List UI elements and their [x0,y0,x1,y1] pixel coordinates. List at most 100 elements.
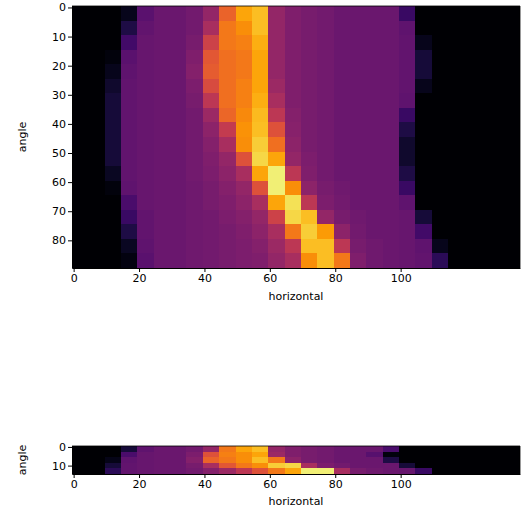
x-tick: 100 [391,474,412,491]
heat-cell [170,152,187,167]
heat-cell [513,210,520,225]
heat-cell [268,224,285,239]
heat-cell [105,50,122,65]
y-tick-mark [68,37,72,38]
heat-cell [366,137,383,152]
heat-cell [497,166,514,181]
heat-cell [383,457,400,463]
heat-cell [448,166,465,181]
x-tick-label: 20 [133,478,147,491]
heat-cell [154,195,171,210]
heat-cell [366,108,383,123]
heat-cell [72,253,89,268]
heat-cell [334,93,351,108]
heat-cell [203,50,220,65]
heat-cell [399,181,416,196]
heat-cell [203,6,220,21]
heat-cell [268,239,285,254]
heat-cell [88,224,105,239]
heat-cell [350,152,367,167]
heat-cell [432,50,449,65]
heat-cell [236,239,253,254]
heat-cell [301,457,318,463]
heat-cell [399,64,416,79]
heat-cell [72,457,89,463]
heat-cell [334,64,351,79]
cells [72,6,520,268]
heat-cell [415,457,432,463]
heat-cell [415,253,432,268]
heat-cell [350,35,367,50]
heat-cell [366,21,383,36]
heat-cell [154,457,171,463]
heat-cell [186,152,203,167]
y-tick: 50 [52,147,72,160]
heat-cell [170,50,187,65]
heat-cell [334,166,351,181]
heat-cell [203,239,220,254]
heat-cell [105,446,122,452]
heat-cell [236,468,253,474]
heat-cell [317,79,334,94]
heat-cell [383,93,400,108]
y-tick: 40 [52,118,72,131]
heat-cell [366,64,383,79]
heat-cell [170,6,187,21]
heat-cell [481,79,498,94]
x-tick-label: 100 [391,478,412,491]
heat-cell [399,122,416,137]
heat-cell [236,93,253,108]
heat-cell [203,195,220,210]
heat-cell [350,93,367,108]
heat-cell [170,452,187,458]
heat-cell [105,457,122,463]
heat-cell [334,210,351,225]
heat-cell [219,93,236,108]
heat-cell [105,166,122,181]
heat-cell [203,93,220,108]
heat-cell [334,463,351,469]
heat-cell [317,166,334,181]
heat-cell [448,152,465,167]
heat-cell [383,50,400,65]
heat-cell [513,239,520,254]
heat-cell [203,122,220,137]
heat-cell [448,21,465,36]
heat-cell [121,463,138,469]
heat-cell [121,21,138,36]
heat-cell [170,253,187,268]
heat-cell [252,195,269,210]
heat-cell [88,468,105,474]
heat-cell [383,253,400,268]
heat-cell [72,195,89,210]
heat-cell [301,64,318,79]
heat-cell [366,446,383,452]
heat-cell [88,64,105,79]
heat-cell [285,463,302,469]
heat-cell [448,93,465,108]
heat-cell [497,152,514,167]
heat-cell [219,452,236,458]
heat-cell [464,166,481,181]
heat-cell [317,195,334,210]
heat-cell [334,21,351,36]
heat-cell [72,6,89,21]
heat-cell [105,210,122,225]
heat-cell [448,457,465,463]
heat-cell [268,64,285,79]
heat-cell [252,6,269,21]
heat-cell [415,239,432,254]
heat-cell [415,64,432,79]
heat-cell [154,468,171,474]
heat-cell [513,181,520,196]
heat-cell [350,21,367,36]
heat-cell [186,35,203,50]
heat-cell [186,239,203,254]
heat-cell [415,468,432,474]
heat-cell [448,463,465,469]
heat-cell [285,6,302,21]
heat-cell [121,195,138,210]
heat-cell [72,463,89,469]
heat-cell [481,108,498,123]
heat-cell [72,210,89,225]
